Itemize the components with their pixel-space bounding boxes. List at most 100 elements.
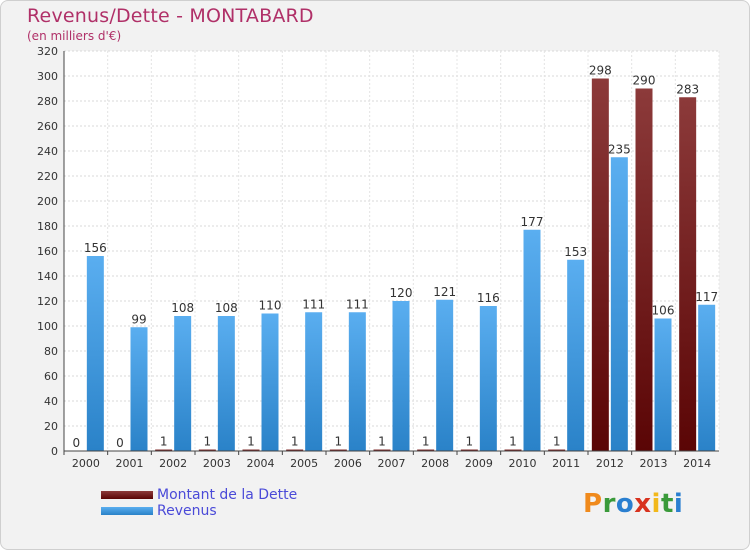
data-label-dette-2011: 1 (553, 435, 561, 449)
bar-revenus-2005 (305, 312, 323, 451)
data-label-dette-2007: 1 (378, 435, 386, 449)
bar-dette-2007 (373, 449, 391, 451)
bar-dette-2002 (155, 449, 173, 451)
y-tick-label: 260 (37, 120, 58, 133)
x-tick-label: 2005 (290, 457, 318, 470)
y-tick-label: 240 (37, 145, 58, 158)
legend-label-revenus: Revenus (157, 503, 217, 519)
data-label-dette-2005: 1 (291, 435, 299, 449)
bar-dette-2009 (460, 449, 478, 451)
x-tick-label: 2000 (72, 457, 100, 470)
bar-dette-2011 (548, 449, 566, 451)
bar-revenus-2010 (523, 229, 541, 451)
y-tick-label: 120 (37, 295, 58, 308)
bar-revenus-2004 (261, 313, 279, 451)
x-tick-label: 2007 (378, 457, 406, 470)
y-tick-label: 80 (44, 345, 58, 358)
data-label-dette-2008: 1 (422, 435, 430, 449)
data-label-dette-2012: 298 (589, 64, 612, 78)
data-label-dette-2000: 0 (73, 436, 81, 450)
logo-letter: t (660, 489, 674, 519)
y-tick-label: 40 (44, 395, 58, 408)
labels-layer: 0156099110811081110111111111120112111161… (73, 64, 719, 451)
y-tick-label: 160 (37, 245, 58, 258)
bar-revenus-2003 (217, 316, 235, 451)
bar-revenus-2009 (479, 306, 497, 451)
data-label-dette-2010: 1 (509, 435, 517, 449)
x-tick-label: 2013 (640, 457, 668, 470)
bar-dette-2012 (591, 78, 609, 451)
y-tick-label: 300 (37, 70, 58, 83)
x-tick-label: 2011 (552, 457, 580, 470)
logo-letter: r (602, 489, 616, 519)
data-label-revenus-2000: 156 (84, 241, 107, 255)
y-tick-label: 60 (44, 370, 58, 383)
bar-dette-2014 (679, 97, 697, 451)
data-label-revenus-2008: 121 (433, 285, 456, 299)
chart-subtitle: (en milliers d'€) (27, 29, 122, 43)
data-label-revenus-2006: 111 (346, 297, 369, 311)
bar-revenus-2006 (348, 312, 366, 451)
bar-dette-2003 (198, 449, 216, 451)
data-label-dette-2006: 1 (335, 435, 343, 449)
bar-dette-2006 (329, 449, 347, 451)
logo-letter: i (651, 489, 661, 519)
y-tick-label: 200 (37, 195, 58, 208)
data-label-dette-2013: 290 (633, 74, 656, 88)
bar-dette-2005 (286, 449, 304, 451)
bar-dette-2013 (635, 88, 653, 451)
y-tick-label: 0 (51, 445, 58, 458)
y-tick-label: 100 (37, 320, 58, 333)
data-label-revenus-2010: 177 (521, 215, 544, 229)
bar-dette-2008 (417, 449, 435, 451)
bar-revenus-2001 (130, 327, 148, 451)
logo-letter: o (615, 489, 635, 519)
data-label-revenus-2009: 116 (477, 291, 500, 305)
bar-revenus-2011 (567, 259, 585, 451)
x-tick-label: 2010 (509, 457, 537, 470)
data-label-dette-2002: 1 (160, 435, 168, 449)
x-tick-label: 2008 (421, 457, 449, 470)
data-label-revenus-2003: 108 (215, 301, 238, 315)
logo-letter: P (583, 489, 603, 519)
bar-revenus-2008 (436, 299, 454, 451)
data-label-dette-2003: 1 (204, 435, 212, 449)
y-tick-label: 320 (37, 45, 58, 58)
bar-dette-2004 (242, 449, 260, 451)
y-tick-label: 280 (37, 95, 58, 108)
x-tick-label: 2006 (334, 457, 362, 470)
bar-dette-2010 (504, 449, 522, 451)
axis-layer: 0204060801001201401601802002202402602803… (37, 45, 719, 470)
y-tick-label: 20 (44, 420, 58, 433)
bar-revenus-2012 (610, 157, 628, 451)
bar-revenus-2002 (174, 316, 192, 451)
data-label-revenus-2014: 117 (695, 290, 718, 304)
x-tick-label: 2003 (203, 457, 231, 470)
x-tick-label: 2004 (247, 457, 275, 470)
data-label-revenus-2004: 110 (259, 299, 282, 313)
data-label-revenus-2011: 153 (564, 245, 587, 259)
x-tick-label: 2014 (683, 457, 711, 470)
data-label-revenus-2002: 108 (171, 301, 194, 315)
data-label-revenus-2013: 106 (652, 304, 675, 318)
legend-swatch-revenus (101, 507, 153, 515)
chart-title: Revenus/Dette - MONTABARD (27, 5, 314, 27)
data-label-dette-2004: 1 (247, 435, 255, 449)
grid-layer (63, 50, 720, 452)
x-tick-label: 2012 (596, 457, 624, 470)
data-label-dette-2001: 0 (116, 436, 124, 450)
bar-revenus-2000 (86, 256, 104, 451)
y-tick-label: 140 (37, 270, 58, 283)
y-tick-label: 220 (37, 170, 58, 183)
bar-revenus-2014 (698, 304, 716, 451)
x-tick-label: 2001 (116, 457, 144, 470)
bars-layer (86, 78, 716, 451)
proxiti-logo: Proxiti (583, 489, 683, 519)
x-tick-label: 2009 (465, 457, 493, 470)
bar-revenus-2013 (654, 318, 672, 451)
x-tick-label: 2002 (159, 457, 187, 470)
y-tick-label: 180 (37, 220, 58, 233)
data-label-revenus-2012: 235 (608, 142, 631, 156)
